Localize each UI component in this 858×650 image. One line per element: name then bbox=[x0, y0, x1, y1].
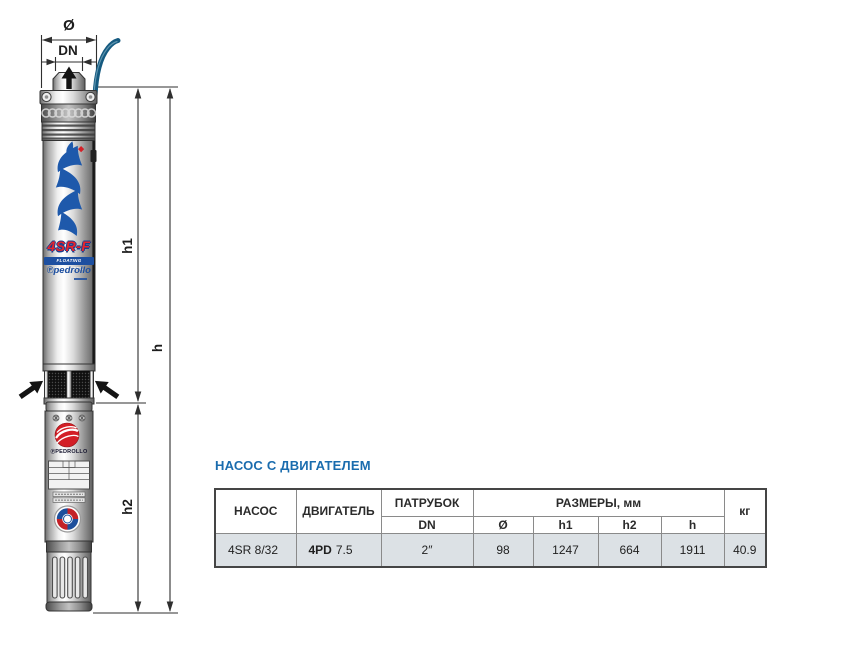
brand-tagline-bar bbox=[74, 278, 87, 280]
cell-h: 1911 bbox=[660, 532, 725, 568]
dim-line-h bbox=[166, 88, 174, 612]
col-header-pump: НАСОС bbox=[214, 488, 297, 534]
pump-banner-label: FLOATING IMPELLERS bbox=[44, 257, 94, 271]
pump-model-label: 4SR-F bbox=[47, 238, 91, 254]
dim-line-dn bbox=[41, 57, 97, 71]
suction-arrow-right-icon bbox=[94, 380, 120, 400]
col-header-weight: кг bbox=[723, 488, 767, 534]
cell-h2: 664 bbox=[597, 532, 662, 568]
label-h2: h2 bbox=[120, 499, 135, 515]
dim-line-h2 bbox=[134, 404, 142, 612]
col-header-d: Ø bbox=[472, 515, 534, 534]
pump-illustration bbox=[18, 35, 178, 614]
cell-d: 98 bbox=[472, 532, 534, 568]
ring-emblem-icon bbox=[53, 505, 82, 533]
suction-screen bbox=[42, 363, 96, 405]
pump-brand-text: pedrollo bbox=[53, 265, 91, 276]
col-header-h2: h2 bbox=[597, 515, 662, 534]
motor-brand-text: PEDROLLO bbox=[55, 449, 88, 455]
cell-h1: 1247 bbox=[532, 532, 599, 568]
cell-pump: 4SR 8/32 bbox=[214, 532, 297, 568]
pump-head-flange bbox=[39, 90, 98, 105]
cell-kg: 40.9 bbox=[723, 532, 767, 568]
motor-brand-label: ⓅPEDROLLO bbox=[47, 449, 91, 456]
label-h: h bbox=[150, 343, 165, 353]
spec-table: НАСОС ДВИГАТЕЛЬ ПАТРУБОК РАЗМЕРЫ, мм кг … bbox=[214, 488, 767, 568]
col-header-h: h bbox=[660, 515, 725, 534]
motor-nameplate bbox=[48, 460, 90, 490]
dim-line-h1 bbox=[134, 88, 142, 402]
bottom-cap bbox=[45, 540, 93, 612]
pedrollo-p-icon: Ⓟ bbox=[47, 267, 54, 274]
pump-brand-label: Ⓟpedrollo bbox=[43, 265, 95, 276]
cell-motor-power: 7.5 bbox=[335, 542, 353, 557]
label-diameter: Ø bbox=[63, 17, 75, 34]
col-header-outlet: ПАТРУБОК bbox=[380, 488, 474, 517]
section-title: НАСОС С ДВИГАТЕЛЕМ bbox=[215, 458, 371, 473]
suction-arrow-left-icon bbox=[18, 380, 44, 400]
pump-crown-ring bbox=[41, 103, 97, 123]
cell-motor: 4PD 7.5 bbox=[295, 532, 382, 568]
motor-p-icon: Ⓟ bbox=[50, 449, 56, 454]
header-row-2: DN Ø h1 h2 h bbox=[215, 515, 766, 534]
cell-motor-model: 4PD bbox=[308, 542, 332, 557]
col-header-dimensions: РАЗМЕРЫ, мм bbox=[472, 488, 725, 517]
motor-vents bbox=[52, 414, 86, 422]
power-cable bbox=[92, 38, 121, 99]
pump-rib-rings bbox=[41, 121, 96, 141]
cell-dn: 2″ bbox=[380, 532, 474, 568]
col-header-dn: DN bbox=[380, 515, 474, 534]
flame-logo-icon bbox=[55, 141, 85, 236]
data-row: 4SR 8/32 4PD 7.5 2″ 98 1247 664 1911 40.9 bbox=[214, 532, 767, 568]
label-dn: DN bbox=[58, 43, 78, 58]
flow-arrow-icon bbox=[61, 66, 77, 89]
motor-label-bars bbox=[52, 491, 86, 503]
col-header-motor: ДВИГАТЕЛЬ bbox=[295, 488, 382, 534]
col-header-h1: h1 bbox=[532, 515, 599, 534]
header-row-1: НАСОС ДВИГАТЕЛЬ ПАТРУБОК РАЗМЕРЫ, мм кг bbox=[214, 488, 767, 534]
label-h1: h1 bbox=[120, 238, 135, 254]
extension-lines bbox=[93, 86, 178, 614]
motor-logo-icon bbox=[54, 422, 80, 448]
